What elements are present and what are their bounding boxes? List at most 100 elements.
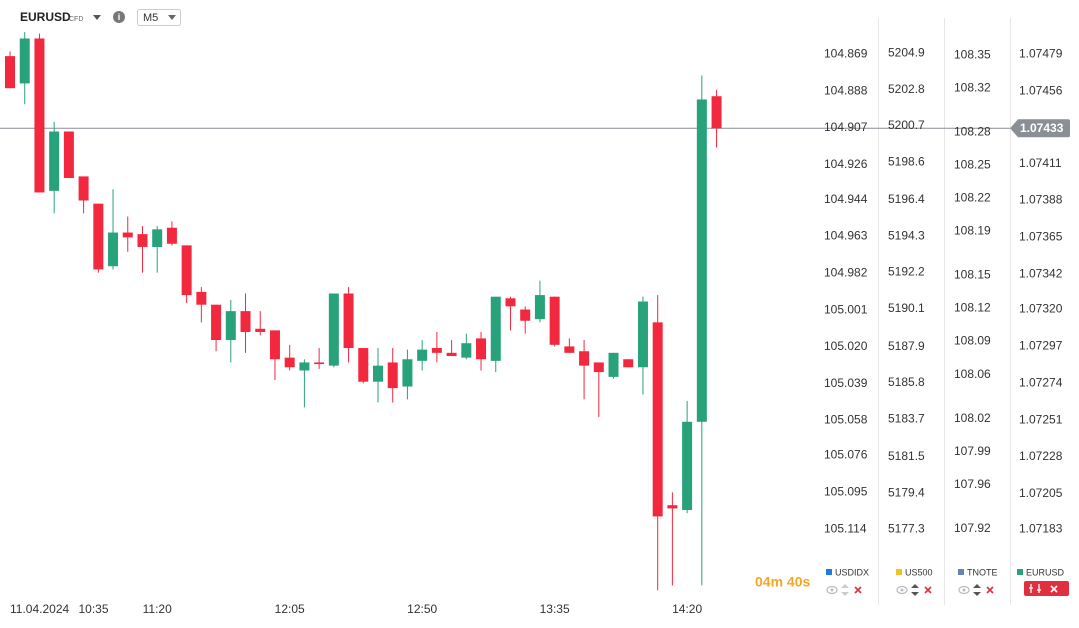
candle-body — [34, 38, 45, 193]
legend-label: EURUSD — [1026, 567, 1065, 577]
overlay-tick-label: 108.25 — [954, 157, 991, 171]
overlay-tick-label: 108.35 — [954, 47, 991, 61]
overlay-tick-label: 5204.9 — [888, 46, 925, 60]
overlay-tick-label: 107.92 — [954, 521, 991, 535]
remove-icon[interactable] — [1050, 585, 1058, 593]
eye-icon[interactable] — [896, 585, 908, 595]
candle-body — [63, 131, 74, 179]
legend-swatch — [896, 569, 902, 575]
remove-icon[interactable] — [854, 586, 862, 594]
instrument-type: CFD — [69, 16, 83, 23]
overlay-tick-label: 105.020 — [824, 339, 868, 353]
overlay-tick-label: 108.22 — [954, 191, 991, 205]
candle-body — [284, 357, 295, 368]
timeframe-select[interactable] — [137, 9, 181, 26]
overlay-tick-label: 105.095 — [824, 484, 868, 498]
candle-body — [225, 311, 236, 340]
candle-body — [19, 38, 30, 84]
overlay-tick-label: 108.02 — [954, 411, 991, 425]
candle-body — [181, 245, 192, 296]
symbol: EURUSD — [20, 10, 71, 24]
eye-icon[interactable] — [958, 585, 970, 595]
y-tick-label: 1.07228 — [1019, 449, 1063, 463]
overlay-tick-label: 107.99 — [954, 444, 991, 458]
candle-body — [402, 359, 413, 387]
overlay-tick-label: 108.32 — [954, 80, 991, 94]
remove-icon[interactable] — [924, 586, 932, 594]
candle-body — [196, 291, 207, 305]
overlay-tick-label: 5185.8 — [888, 375, 925, 389]
y-tick-label: 1.07251 — [1019, 412, 1063, 426]
current-price-label: 1.07433 — [1020, 121, 1064, 135]
candle-body — [505, 298, 516, 307]
overlay-tick-label: 108.28 — [954, 124, 991, 138]
candle-body — [93, 203, 104, 270]
y-tick-label: 1.07342 — [1019, 266, 1063, 280]
overlay-tick-label: 107.96 — [954, 477, 991, 491]
candle-body — [211, 304, 222, 340]
overlay-tick-label: 104.926 — [824, 157, 868, 171]
overlay-tick-label: 108.09 — [954, 334, 991, 348]
overlay-tick-label: 5179.4 — [888, 485, 925, 499]
symbol-dropdown[interactable] — [93, 15, 101, 20]
y-tick-label: 1.07297 — [1019, 339, 1063, 353]
y-tick-label: 1.07411 — [1019, 156, 1062, 170]
candle-body — [579, 351, 590, 366]
candle-body — [593, 362, 604, 373]
candle-body — [137, 234, 148, 247]
candle-body — [269, 330, 280, 360]
order-arrows[interactable] — [973, 584, 981, 596]
y-tick-label: 1.07479 — [1019, 47, 1063, 61]
date-label: 11.04.2024 — [10, 602, 69, 616]
x-tick-label: 12:50 — [407, 602, 437, 616]
legend-label: US500 — [905, 567, 933, 577]
candle-body — [387, 362, 398, 389]
candle-body — [652, 322, 663, 517]
legend-controls — [826, 584, 862, 596]
candle-body — [240, 311, 251, 332]
legend-swatch — [1017, 569, 1023, 575]
x-tick-label: 13:35 — [540, 602, 570, 616]
timeframe: M5 — [143, 12, 158, 24]
overlay-tick-label: 105.039 — [824, 376, 868, 390]
eye-pupil — [900, 588, 904, 592]
info-icon[interactable] — [113, 11, 125, 23]
remove-icon[interactable] — [986, 586, 994, 594]
timeframe-caret — [168, 15, 176, 20]
overlay-tick-label: 104.907 — [824, 120, 868, 134]
candle-body — [564, 346, 575, 353]
candle-body — [549, 296, 560, 345]
eye-pupil — [962, 588, 966, 592]
y-tick-label: 1.07274 — [1019, 375, 1063, 389]
overlay-tick-label: 5181.5 — [888, 449, 925, 463]
candle-body — [358, 348, 369, 382]
legend-label: TNOTE — [967, 567, 998, 577]
x-tick-label: 11:20 — [143, 602, 172, 616]
candle-body — [476, 338, 487, 360]
overlay-tick-label: 104.869 — [824, 46, 868, 60]
overlay-tick-label: 5198.6 — [888, 154, 925, 168]
candle-body — [255, 328, 266, 332]
overlay-tick-label: 5202.8 — [888, 82, 925, 96]
y-tick-label: 1.07183 — [1019, 521, 1063, 535]
eye-icon[interactable] — [826, 585, 838, 595]
candle-body — [166, 227, 177, 244]
candle-body — [5, 56, 15, 89]
candle-body — [373, 365, 383, 382]
overlay-tick-label: 104.982 — [824, 265, 868, 279]
info-glyph: i — [118, 12, 121, 22]
countdown: 04m 40s — [755, 574, 810, 590]
order-arrows[interactable] — [911, 584, 919, 596]
candle-body — [152, 229, 163, 247]
overlay-tick-label: 5187.9 — [888, 339, 925, 353]
overlay-tick-label: 5192.2 — [888, 265, 925, 279]
main-series-button[interactable] — [1024, 581, 1069, 596]
x-tick-label: 14:20 — [672, 602, 702, 616]
overlay-tick-label: 104.944 — [824, 192, 868, 206]
overlay-tick-label: 5177.3 — [888, 522, 925, 536]
order-arrows[interactable] — [841, 584, 849, 596]
overlay-tick-label: 105.058 — [824, 413, 868, 427]
overlay-tick-label: 108.19 — [954, 224, 991, 238]
legend-label: USDIDX — [835, 567, 869, 577]
